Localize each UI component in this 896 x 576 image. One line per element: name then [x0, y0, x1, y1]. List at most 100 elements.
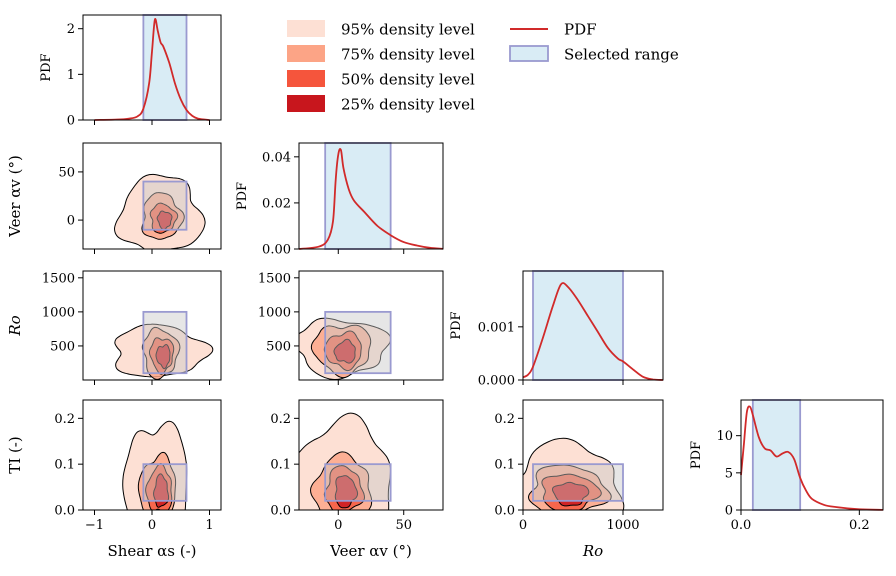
selected-range	[142, 14, 188, 121]
y-tick-label: 0.0	[270, 504, 291, 519]
density-contours	[523, 437, 625, 510]
density-contour-25pct	[333, 338, 356, 364]
legend-label: 95% density level	[341, 21, 475, 39]
y-tick-label: 0.2	[494, 412, 515, 427]
y-tick-label: 1500	[42, 271, 75, 286]
density-contours	[114, 323, 214, 380]
pdf-line	[740, 405, 884, 511]
legend-swatch	[287, 20, 325, 37]
legend-label: Selected range	[564, 46, 679, 64]
y-tick-label: 10	[716, 429, 733, 444]
legend-label: 75% density level	[341, 46, 475, 64]
selected-range-box	[142, 310, 188, 375]
selected-range	[751, 399, 802, 511]
pdf-line	[298, 148, 444, 250]
density-contour-25pct	[153, 473, 170, 508]
pdf-line	[522, 282, 664, 381]
x-tick-label: 0	[519, 518, 527, 533]
y-axis-label: PDF	[39, 53, 54, 81]
legend-swatch	[287, 95, 325, 112]
x-tick-label: 0.0	[731, 518, 752, 533]
y-tick-label: 0.02	[262, 196, 291, 211]
legend-label: PDF	[564, 21, 597, 39]
x-tick-label: −1	[85, 518, 104, 533]
legend-item: 25% density level	[287, 95, 475, 114]
legend-label: 50% density level	[341, 71, 475, 89]
y-axis-label: Veer αv (°)	[6, 155, 24, 238]
density-contours	[299, 317, 392, 380]
y-tick-label: 50	[58, 165, 75, 180]
legend-item: 75% density level	[287, 45, 475, 64]
y-tick-label: 0.001	[478, 320, 515, 335]
y-tick-label: 0.2	[270, 412, 291, 427]
y-axis-label: TI (-)	[6, 436, 24, 473]
y-axis-label: PDF	[235, 182, 250, 210]
legend-label: 25% density level	[341, 96, 475, 114]
density-contour-25pct	[156, 210, 173, 231]
density-panel-veer-ro: 500 1000 1500	[258, 270, 444, 385]
pdf-panel-ro: 0.000 0.001 PDF	[449, 270, 664, 389]
legend-item: PDF	[510, 21, 597, 39]
y-tick-label: 0.00	[262, 243, 291, 258]
legend-swatch	[509, 45, 549, 62]
y-tick-label: 0.1	[54, 458, 75, 473]
axes-frame	[298, 399, 444, 511]
legend: 95% density level 75% density level 50% de…	[287, 20, 679, 114]
density-panel-shear-ro: 500 1000 1500 Ro	[6, 270, 222, 385]
density-panel-shear-ti: −1 0 1 0.0 0.1 0.2 Shear αs (-) TI (-)	[6, 399, 222, 560]
legend-item: Selected range	[509, 45, 679, 64]
x-tick-label: 50	[395, 518, 412, 533]
legend-swatch	[287, 70, 325, 87]
y-tick-label: 1500	[258, 271, 291, 286]
y-tick-label: 0.0	[54, 504, 75, 519]
y-tick-label: 0.1	[270, 458, 291, 473]
legend-item: 50% density level	[287, 70, 475, 89]
pdf-panel-shear: 0 1 2 PDF	[39, 14, 222, 129]
selected-range-box	[142, 463, 188, 502]
selected-range-box	[532, 463, 624, 502]
y-tick-label: 0	[67, 214, 75, 229]
y-tick-label: 1000	[42, 305, 75, 320]
x-axis-label: Veer αv (°)	[329, 542, 412, 560]
y-tick-label: 500	[266, 339, 291, 354]
y-tick-label: 1	[67, 68, 75, 83]
axes-frame	[740, 399, 884, 511]
density-contour-25pct	[155, 344, 171, 370]
y-tick-label: 0	[67, 114, 75, 129]
y-tick-label: 0.04	[262, 150, 291, 165]
pdf-panel-ti: 0.0 0.2 0 5 10 PDF	[689, 399, 884, 533]
y-tick-label: 1000	[258, 305, 291, 320]
density-contours	[299, 412, 392, 510]
x-tick-label: 1	[205, 518, 213, 533]
y-tick-label: 2	[67, 22, 75, 37]
pdf-line	[94, 18, 210, 121]
density-panel-shear-veer: 0 50 Veer αv (°)	[6, 142, 222, 254]
y-tick-label: 5	[725, 466, 733, 481]
density-contours	[122, 420, 188, 510]
x-tick-label: 0.2	[849, 518, 870, 533]
x-axis-label: Ro	[582, 542, 603, 560]
axes-frame	[298, 142, 444, 250]
selected-range	[532, 270, 624, 381]
selected-range-box	[324, 463, 392, 502]
legend-item: 95% density level	[287, 20, 475, 39]
pdf-panel-veer: 0.00 0.02 0.04 PDF	[235, 142, 444, 258]
y-tick-label: 0.0	[494, 504, 515, 519]
y-axis-label: Ro	[6, 315, 24, 336]
x-tick-label: 0	[334, 518, 342, 533]
density-panel-veer-ti: 0 50 0.0 0.1 0.2 Veer αv (°)	[270, 399, 444, 560]
y-tick-label: 0.2	[54, 412, 75, 427]
y-tick-label: 500	[50, 339, 75, 354]
x-tick-label: 1000	[606, 518, 639, 533]
y-axis-label: PDF	[449, 311, 464, 339]
y-tick-label: 0.1	[494, 458, 515, 473]
y-axis-label: PDF	[689, 441, 704, 469]
axes-frame	[298, 270, 444, 381]
x-axis-label: Shear αs (-)	[107, 542, 196, 560]
y-tick-label: 0.000	[478, 374, 515, 389]
selected-range-box	[324, 310, 392, 375]
axes-frame	[522, 399, 664, 511]
legend-swatch	[287, 45, 325, 62]
density-panel-ro-ti: 0 1000 0.0 0.1 0.2 Ro	[494, 399, 664, 560]
